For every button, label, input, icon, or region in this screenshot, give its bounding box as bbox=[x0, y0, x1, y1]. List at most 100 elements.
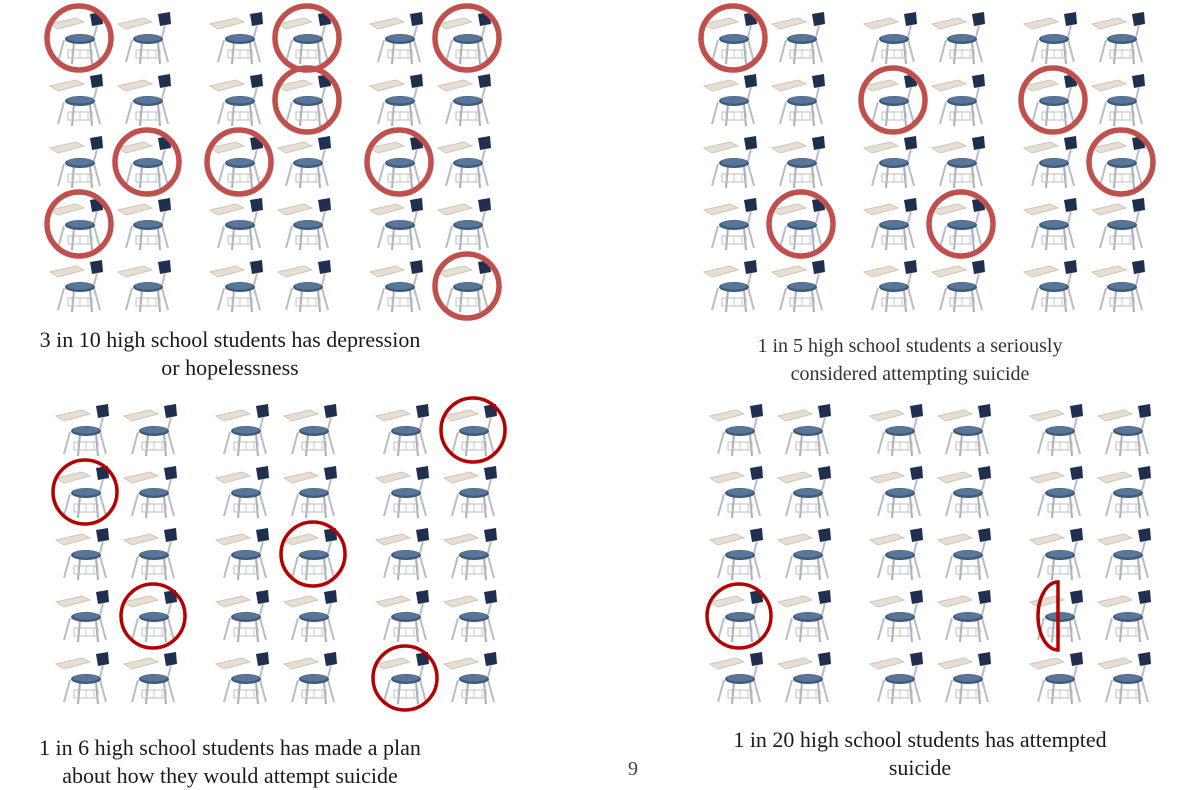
desk-chair-icon bbox=[122, 404, 177, 457]
desk-chair-icon bbox=[276, 74, 331, 127]
desk-chair-icon bbox=[770, 260, 825, 313]
desk-chair-icon bbox=[936, 528, 991, 581]
desk-chair-icon bbox=[776, 404, 831, 457]
desk-chair-icon bbox=[930, 260, 985, 313]
desk-chair-icon bbox=[48, 12, 103, 65]
desk-chair-icon bbox=[702, 198, 757, 251]
desk-chair-icon bbox=[368, 136, 423, 189]
highlight-circle bbox=[705, 582, 773, 650]
highlight-circle bbox=[432, 3, 502, 73]
desk-chair-icon bbox=[1028, 466, 1083, 519]
desk-chair-icon bbox=[368, 12, 423, 65]
desk-chair-icon bbox=[116, 12, 171, 65]
desk-chair-icon bbox=[1028, 528, 1083, 581]
desk-chair-icon bbox=[708, 590, 763, 643]
highlight-circle bbox=[204, 127, 274, 197]
desk-chair-icon bbox=[1028, 590, 1083, 643]
desk-chair-icon bbox=[368, 198, 423, 251]
desk-chair-icon bbox=[276, 198, 331, 251]
partial-highlight bbox=[1036, 580, 1060, 652]
desk-chair-icon bbox=[868, 652, 923, 705]
desk-chair-icon bbox=[208, 74, 263, 127]
desk-chair-icon bbox=[214, 528, 269, 581]
caption-depression: 3 in 10 high school students has depress… bbox=[30, 326, 430, 382]
desk-chair-icon bbox=[702, 136, 757, 189]
desk-chair-icon bbox=[868, 404, 923, 457]
highlight-circle bbox=[44, 189, 114, 259]
desk-chair-icon bbox=[54, 466, 109, 519]
desk-chair-icon bbox=[442, 528, 497, 581]
desk-chair-icon bbox=[868, 466, 923, 519]
desk-chair-icon bbox=[868, 590, 923, 643]
desk-chair-icon bbox=[930, 198, 985, 251]
desk-chair-icon bbox=[1090, 136, 1145, 189]
desk-chair-icon bbox=[54, 590, 109, 643]
desk-chair-icon bbox=[208, 136, 263, 189]
desk-chair-icon bbox=[214, 466, 269, 519]
desk-chair-icon bbox=[1022, 136, 1077, 189]
desk-chair-icon bbox=[122, 466, 177, 519]
highlight-circle bbox=[858, 65, 928, 135]
desk-chair-icon bbox=[276, 260, 331, 313]
desk-chair-icon bbox=[862, 12, 917, 65]
highlight-circle bbox=[698, 3, 768, 73]
panel-attempted bbox=[705, 402, 1178, 722]
highlight-circle bbox=[272, 65, 342, 135]
desk-chair-icon bbox=[276, 136, 331, 189]
desk-chair-icon bbox=[708, 528, 763, 581]
desk-chair-icon bbox=[122, 590, 177, 643]
caption-plan: 1 in 6 high school students has made a p… bbox=[30, 734, 430, 790]
panel-depression bbox=[44, 3, 520, 330]
highlight-circle bbox=[432, 251, 502, 321]
highlight-circle bbox=[439, 396, 507, 464]
desk-chair-icon bbox=[770, 74, 825, 127]
desk-chair-icon bbox=[1090, 12, 1145, 65]
caption-attempted: 1 in 20 high school students has attempt… bbox=[700, 726, 1140, 782]
desk-chair-icon bbox=[702, 74, 757, 127]
desk-chair-icon bbox=[48, 136, 103, 189]
caption-line-2: suicide bbox=[888, 755, 952, 780]
desk-chair-icon bbox=[436, 198, 491, 251]
desk-chair-icon bbox=[930, 12, 985, 65]
caption-line-1: 1 in 5 high school students a seriously bbox=[757, 335, 1063, 357]
desk-chair-icon bbox=[1096, 404, 1151, 457]
caption-line-1: 1 in 20 high school students has attempt… bbox=[733, 727, 1107, 752]
desk-grid bbox=[44, 3, 502, 321]
desk-chair-icon bbox=[862, 260, 917, 313]
desk-chair-icon bbox=[770, 12, 825, 65]
page-number: 9 bbox=[628, 758, 638, 780]
desk-chair-icon bbox=[208, 260, 263, 313]
desk-chair-icon bbox=[54, 404, 109, 457]
desk-chair-icon bbox=[1028, 652, 1083, 705]
caption-line-1: 1 in 6 high school students has made a p… bbox=[39, 735, 421, 760]
desk-grid bbox=[698, 3, 1156, 313]
desk-chair-icon bbox=[214, 404, 269, 457]
desk-chair-icon bbox=[48, 198, 103, 251]
desk-chair-icon bbox=[936, 404, 991, 457]
caption-line-2: considered attempting suicide bbox=[790, 363, 1030, 385]
desk-chair-icon bbox=[282, 404, 337, 457]
desk-chair-icon bbox=[214, 652, 269, 705]
desk-chair-icon bbox=[770, 198, 825, 251]
desk-chair-icon bbox=[862, 198, 917, 251]
desk-chair-icon bbox=[116, 260, 171, 313]
desk-chair-icon bbox=[116, 136, 171, 189]
desk-chair-icon bbox=[930, 136, 985, 189]
desk-chair-icon bbox=[936, 466, 991, 519]
desk-chair-icon bbox=[442, 590, 497, 643]
desk-grid bbox=[705, 404, 1151, 705]
desk-chair-icon bbox=[708, 652, 763, 705]
highlight-circle bbox=[926, 189, 996, 259]
desk-chair-icon bbox=[702, 260, 757, 313]
highlight-circle bbox=[51, 458, 119, 526]
desk-chair-icon bbox=[122, 528, 177, 581]
desk-chair-icon bbox=[282, 652, 337, 705]
desk-chair-icon bbox=[776, 528, 831, 581]
highlight-circle bbox=[112, 127, 182, 197]
desk-chair-icon bbox=[1090, 74, 1145, 127]
desk-chair-icon bbox=[702, 12, 757, 65]
desk-chair-icon bbox=[1022, 12, 1077, 65]
caption-line-1: 3 in 10 high school students has depress… bbox=[39, 327, 421, 352]
desk-chair-icon bbox=[936, 652, 991, 705]
desk-chair-icon bbox=[442, 652, 497, 705]
